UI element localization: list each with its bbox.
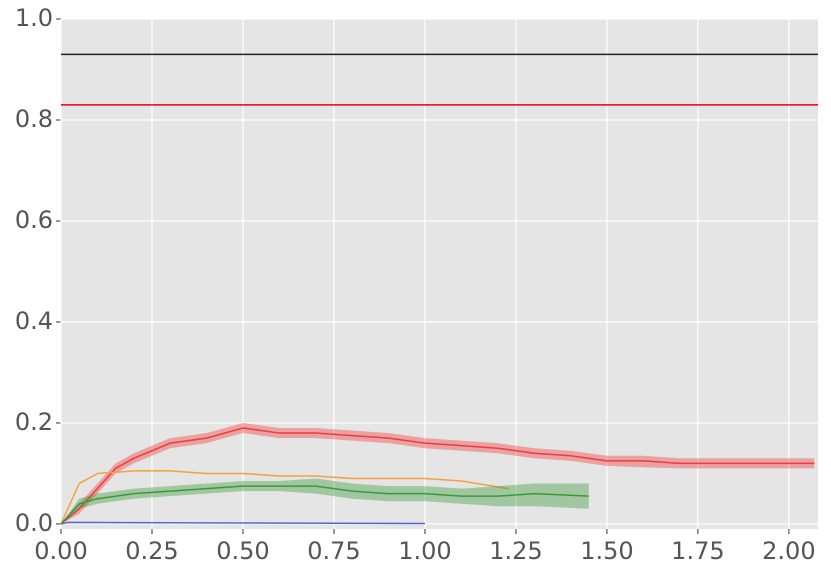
x-tick-label: 1.25 (489, 537, 542, 565)
x-tick-label: 0.75 (307, 537, 360, 565)
confidence-band (61, 422, 815, 524)
x-tick-label: 0.00 (34, 537, 87, 565)
series-line (60, 521, 425, 525)
x-tick-label: 1.50 (580, 537, 633, 565)
y-tick-label: 0.2 (15, 408, 53, 436)
x-tick-label: 0.25 (125, 537, 178, 565)
series-line (60, 470, 509, 525)
plot-background (61, 19, 818, 529)
x-tick-label: 2.00 (762, 537, 815, 565)
y-tick-label: 1.0 (15, 4, 53, 32)
y-tick-label: 0.4 (15, 307, 53, 335)
y-tick-label: 0.0 (15, 509, 53, 537)
x-tick-label: 1.00 (398, 537, 451, 565)
y-tick-label: 0.8 (15, 105, 53, 133)
x-tick-label: 1.75 (671, 537, 724, 565)
series-line (60, 427, 815, 525)
y-tick-label: 0.6 (15, 206, 53, 234)
series-line (60, 485, 589, 525)
x-tick-label: 0.50 (216, 537, 269, 565)
